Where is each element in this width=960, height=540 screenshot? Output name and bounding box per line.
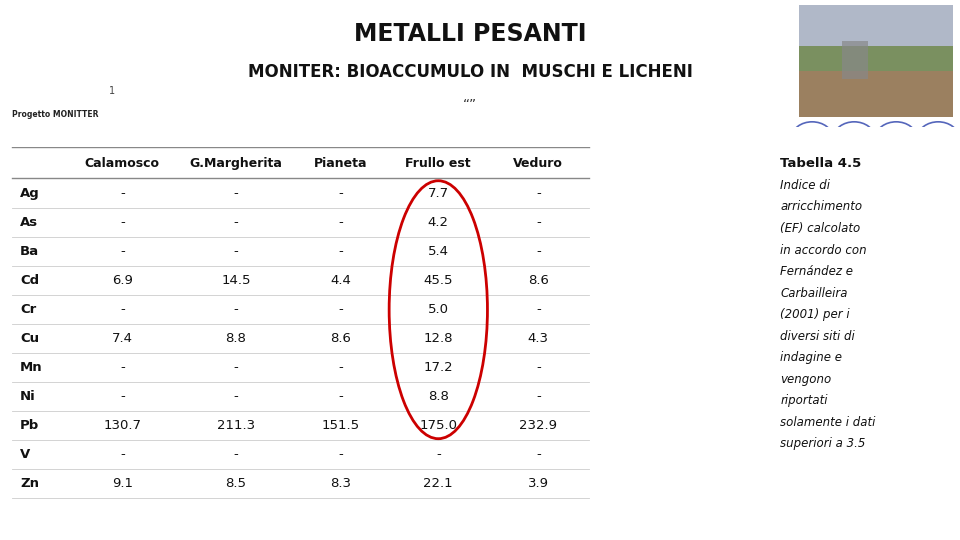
Text: superiori a 3.5: superiori a 3.5 [780,437,866,450]
Text: 3.9: 3.9 [528,477,549,490]
Text: 4.2: 4.2 [428,217,448,230]
FancyBboxPatch shape [799,5,953,117]
Text: 130.7: 130.7 [104,419,141,432]
Text: Cu: Cu [20,332,39,345]
Text: 175.0: 175.0 [420,419,457,432]
Text: Ba: Ba [20,245,39,258]
Text: 5.4: 5.4 [428,245,448,258]
Text: -: - [339,187,344,200]
Text: indagine e: indagine e [780,351,842,364]
Polygon shape [0,0,298,80]
Text: Calamosco: Calamosco [84,157,159,170]
Text: 8.8: 8.8 [428,390,448,403]
Text: Fernández e: Fernández e [780,265,853,278]
Text: 6.9: 6.9 [112,274,132,287]
Text: -: - [120,448,125,461]
Text: 232.9: 232.9 [519,419,557,432]
FancyBboxPatch shape [799,5,953,48]
Text: -: - [536,245,540,258]
Text: Carbailleira: Carbailleira [780,287,848,300]
Text: “”: “” [464,98,477,112]
Text: diversi siti di: diversi siti di [780,329,855,342]
Text: Cr: Cr [20,303,36,316]
Text: 9.1: 9.1 [111,477,132,490]
Text: -: - [233,187,238,200]
Text: -: - [233,245,238,258]
Text: oniter: oniter [76,31,108,40]
Text: (EF) calcolato: (EF) calcolato [780,222,860,235]
Text: -: - [536,390,540,403]
Text: -: - [339,245,344,258]
Text: 8.6: 8.6 [330,332,351,345]
Text: V: V [20,448,31,461]
Text: Ni: Ni [20,390,36,403]
Text: -: - [436,448,441,461]
Text: 45.5: 45.5 [423,274,453,287]
Text: 12.8: 12.8 [423,332,453,345]
Text: 8.5: 8.5 [226,477,247,490]
Text: (2001) per i: (2001) per i [780,308,850,321]
Text: -: - [339,361,344,374]
FancyBboxPatch shape [843,40,868,79]
Text: 8.3: 8.3 [330,477,351,490]
Text: MONITER: BIOACCUMULO IN  MUSCHI E LICHENI: MONITER: BIOACCUMULO IN MUSCHI E LICHENI [248,63,693,82]
Text: -: - [120,361,125,374]
Text: Cd: Cd [20,274,39,287]
Text: Ag: Ag [20,187,39,200]
Text: -: - [120,390,125,403]
Text: Veduro: Veduro [514,157,564,170]
Text: -: - [339,217,344,230]
Text: Mn: Mn [20,361,42,374]
Text: -: - [536,361,540,374]
Text: Indice di: Indice di [780,179,830,192]
Text: 211.3: 211.3 [217,419,255,432]
Text: arricchimento: arricchimento [780,200,862,213]
Text: 5.0: 5.0 [428,303,448,316]
Text: -: - [233,303,238,316]
Text: -: - [339,303,344,316]
Text: riportati: riportati [780,394,828,407]
Text: -: - [120,303,125,316]
Text: -: - [339,390,344,403]
Text: -: - [120,217,125,230]
Text: 8.8: 8.8 [226,332,247,345]
Text: -: - [233,448,238,461]
Text: 17.2: 17.2 [423,361,453,374]
Text: -: - [120,187,125,200]
FancyBboxPatch shape [799,46,953,71]
Text: solamente i dati: solamente i dati [780,416,876,429]
Text: Zn: Zn [20,477,39,490]
Text: 151.5: 151.5 [322,419,360,432]
Text: 4.4: 4.4 [330,274,351,287]
Text: METALLI PESANTI: METALLI PESANTI [354,22,587,46]
Text: As: As [20,217,38,230]
Text: 1: 1 [108,86,114,96]
Text: 22.1: 22.1 [423,477,453,490]
Text: -: - [339,448,344,461]
Text: -: - [536,187,540,200]
Text: in accordo con: in accordo con [780,244,867,256]
Text: -: - [536,448,540,461]
Text: 7.7: 7.7 [428,187,449,200]
Text: -: - [536,217,540,230]
Text: 4.3: 4.3 [528,332,549,345]
Text: 7.4: 7.4 [111,332,132,345]
Text: -: - [120,245,125,258]
Text: -: - [233,361,238,374]
Text: -: - [233,217,238,230]
Text: Progetto MONITTER: Progetto MONITTER [12,110,99,119]
Text: 8.6: 8.6 [528,274,549,287]
Text: Pianeta: Pianeta [314,157,368,170]
Text: Frullo est: Frullo est [405,157,471,170]
Text: 14.5: 14.5 [222,274,251,287]
Text: -: - [536,303,540,316]
Text: Tabella 4.5: Tabella 4.5 [780,157,861,170]
Text: Pb: Pb [20,419,39,432]
Text: G.Margherita: G.Margherita [190,157,282,170]
Text: vengono: vengono [780,373,831,386]
Text: -: - [233,390,238,403]
